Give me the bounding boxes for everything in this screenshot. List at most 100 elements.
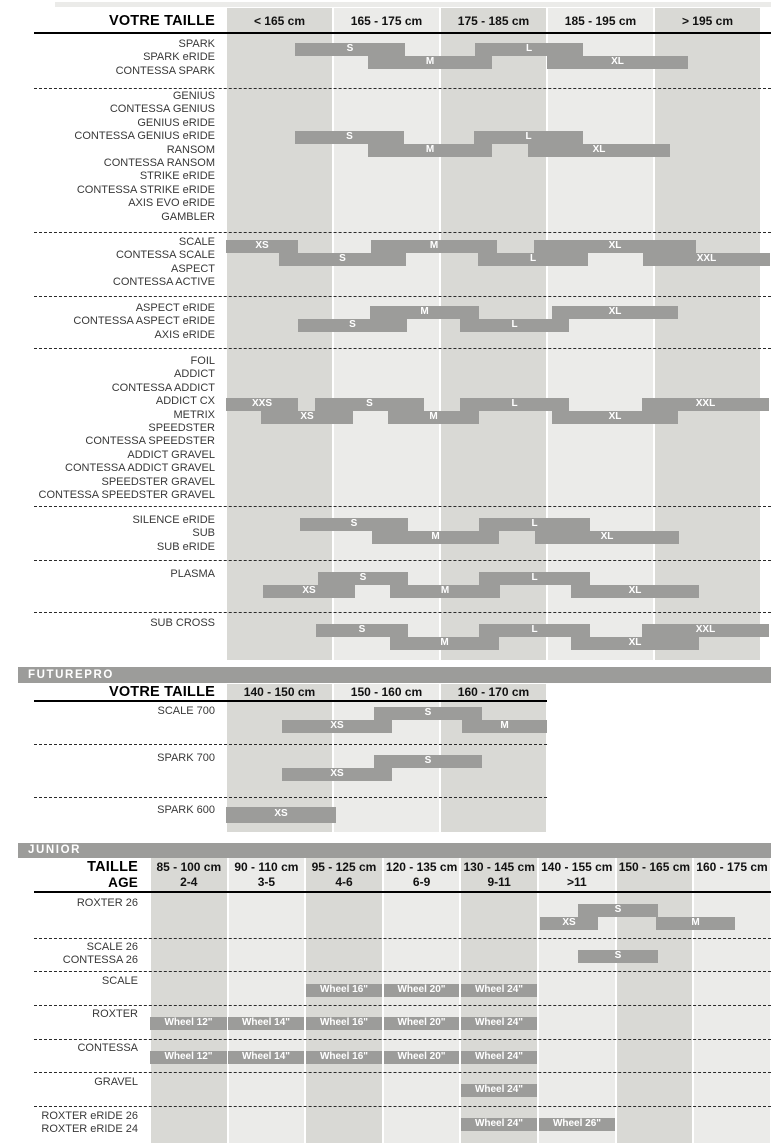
model-label: CONTESSA ASPECT eRIDE	[73, 315, 215, 328]
grid-column	[441, 8, 546, 660]
header-underline	[34, 700, 547, 702]
size-bar: S	[298, 319, 407, 332]
model-label: FOIL	[190, 355, 215, 367]
size-bar: XL	[528, 144, 670, 157]
model-label: SUB CROSS	[150, 617, 215, 629]
size-bar: XXL	[642, 624, 769, 637]
model-label: SPEEDSTER GRAVEL	[101, 475, 216, 488]
size-bar: Wheel 24"	[461, 984, 537, 997]
size-bar: XXS	[226, 398, 298, 411]
size-bar: S	[316, 624, 408, 637]
age-value: 2-4	[180, 875, 198, 889]
size-bar: M	[372, 531, 499, 544]
size-bar: XS	[261, 411, 353, 424]
model-label: GRAVEL	[94, 1076, 138, 1088]
model-label: SPARK 700	[157, 752, 215, 764]
group-separator	[34, 612, 771, 613]
size-bar: Wheel 12"	[150, 1051, 227, 1064]
model-label: CONTESSA GENIUS	[109, 103, 215, 116]
column-header: 95 - 125 cm	[311, 860, 377, 874]
size-bar: Wheel 16"	[306, 1051, 382, 1064]
model-label-list: SCALE 700	[0, 705, 215, 718]
group-separator	[34, 506, 771, 507]
size-bar: S	[578, 904, 658, 917]
size-bar: S	[374, 707, 482, 720]
model-label: RANSOM	[166, 143, 215, 156]
model-label: ROXTER eRIDE 26	[41, 1110, 138, 1122]
model-label: CONTESSA ADDICT GRAVEL	[65, 462, 215, 475]
model-label: SPARK eRIDE	[143, 51, 215, 64]
model-label: ROXTER	[92, 1008, 138, 1020]
model-label: PLASMA	[170, 568, 215, 580]
size-bar: XS	[226, 240, 298, 253]
column-header: 175 - 185 cm	[457, 14, 530, 28]
header-underline	[34, 32, 771, 34]
size-bar: S	[318, 572, 408, 585]
group-separator	[34, 1039, 771, 1040]
model-label: ADDICT GRAVEL	[127, 448, 215, 461]
age-value: 3-5	[257, 875, 276, 889]
grid-column	[228, 858, 305, 1143]
size-bar: Wheel 20"	[384, 984, 459, 997]
grid-column	[306, 858, 382, 1143]
size-bar: L	[479, 518, 590, 531]
size-bar: XL	[571, 637, 699, 650]
size-bar: XL	[552, 306, 678, 319]
age-value: 6-9	[412, 875, 431, 889]
column-header: < 165 cm	[253, 14, 306, 28]
section-band: JUNIOR	[18, 843, 771, 858]
group-separator	[34, 938, 771, 939]
column-header: 165 - 175 cm	[350, 14, 423, 28]
group-separator	[34, 296, 771, 297]
model-label-list: GENIUS CONTESSA GENIUS GENIUS eRIDE CONTESS…	[0, 90, 215, 224]
header-underline	[34, 891, 771, 893]
size-bar: L	[460, 398, 569, 411]
grid-column	[227, 8, 332, 660]
size-bar: M	[368, 144, 492, 157]
size-bar: XL	[547, 56, 688, 69]
group-separator	[34, 971, 771, 972]
size-bar: XXL	[642, 398, 769, 411]
group-separator	[34, 560, 771, 561]
size-bar: Wheel 20"	[384, 1051, 459, 1064]
model-label-list: SCALE	[0, 975, 138, 988]
model-label: CONTESSA SPEEDSTER GRAVEL	[38, 489, 215, 502]
model-label: ROXTER eRIDE 24	[41, 1123, 138, 1136]
model-label: STRIKE eRIDE	[139, 170, 215, 183]
size-bar: Wheel 24"	[461, 1017, 537, 1030]
model-label: ASPECT eRIDE	[135, 302, 215, 314]
model-label: GAMBLER	[161, 210, 215, 223]
column-header: 120 - 135 cm	[385, 860, 458, 874]
model-label-list: FOIL ADDICT CONTESSA ADDICT ADDICT CX METRIX…	[0, 355, 215, 502]
model-label-list: SPARK 600	[0, 804, 215, 817]
group-separator	[34, 232, 771, 233]
column-header: 160 - 175 cm	[696, 860, 768, 874]
size-bar: XS	[540, 917, 598, 930]
size-bar: XS	[226, 807, 336, 823]
grid-column	[548, 8, 653, 660]
group-separator	[34, 348, 771, 349]
size-bar: L	[479, 624, 590, 637]
model-label: CONTESSA RANSOM	[103, 157, 215, 170]
model-label: SPARK	[178, 38, 215, 50]
size-bar: XXL	[643, 253, 770, 266]
size-header-title: TAILLE	[87, 859, 138, 875]
model-label-list: SPARK SPARK eRIDE CONTESSA SPARK	[0, 38, 215, 78]
age-value: >11	[566, 875, 587, 889]
model-label-list: SUB CROSS	[0, 617, 215, 630]
size-bar: S	[295, 131, 404, 144]
model-label: SPEEDSTER	[148, 422, 215, 435]
size-bar: XS	[282, 768, 392, 781]
model-label: SILENCE eRIDE	[132, 514, 215, 526]
model-label: SCALE 700	[157, 705, 215, 717]
group-separator	[34, 1106, 771, 1107]
size-bar: XS	[282, 720, 392, 733]
model-label-list: ROXTER	[0, 1008, 138, 1021]
model-label-list: SILENCE eRIDE SUB SUB eRIDE	[0, 514, 215, 554]
model-label-list: SPARK 700	[0, 752, 215, 765]
grid-column	[334, 8, 439, 660]
grid-column	[383, 858, 460, 1143]
model-label: CONTESSA SCALE	[115, 249, 215, 262]
age-value: 9-11	[487, 875, 511, 889]
